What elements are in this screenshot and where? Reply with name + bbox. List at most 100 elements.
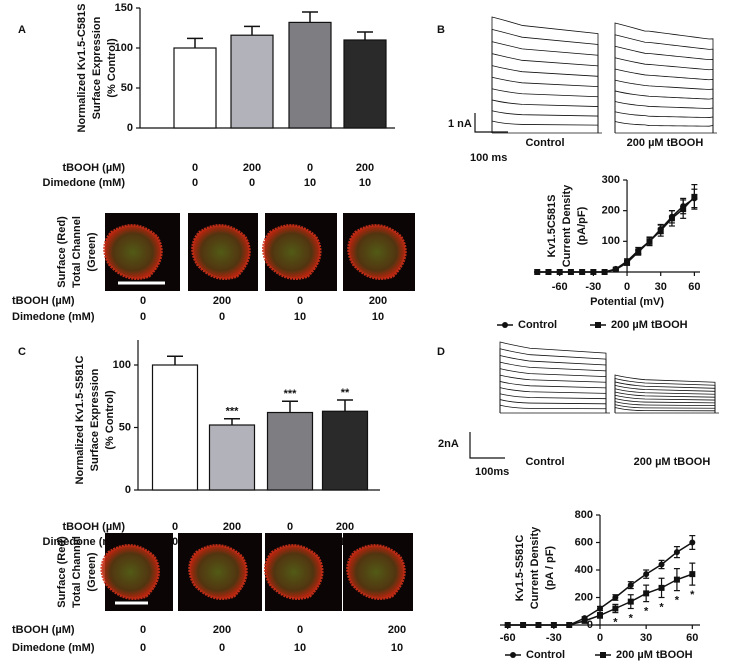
y-tick-label: 300 bbox=[602, 174, 620, 186]
marker bbox=[658, 561, 665, 568]
y-tick-label: 100 bbox=[115, 42, 133, 54]
cell bbox=[188, 544, 248, 600]
condition-label: Dimedone (mM) bbox=[12, 311, 95, 323]
current-trace bbox=[499, 387, 607, 413]
marker bbox=[646, 238, 653, 245]
y-axis-label: Kv1.5C581S bbox=[546, 195, 558, 258]
marker bbox=[520, 622, 527, 628]
marker bbox=[668, 215, 675, 222]
condition-value: 200 bbox=[213, 624, 231, 636]
trace-label: 200 µM tBOOH bbox=[634, 456, 711, 468]
significance: * bbox=[629, 612, 634, 624]
current-trace bbox=[614, 374, 716, 413]
bar bbox=[151, 364, 199, 491]
bar bbox=[266, 411, 314, 491]
trace-label: Control bbox=[525, 137, 564, 149]
current-trace bbox=[614, 111, 714, 133]
image-label: Total Channel bbox=[71, 536, 83, 608]
current-trace bbox=[614, 68, 714, 133]
current-trace bbox=[614, 90, 714, 133]
marker bbox=[567, 269, 574, 275]
bar bbox=[230, 34, 274, 129]
image-label: Surface (Red) bbox=[56, 536, 68, 608]
current-trace bbox=[614, 79, 714, 133]
x-tick-label: 30 bbox=[640, 632, 652, 644]
marker bbox=[627, 598, 634, 605]
y-tick-label: 150 bbox=[115, 2, 133, 14]
current-trace bbox=[491, 88, 599, 133]
y-axis-label: Current Density bbox=[529, 526, 541, 609]
bar bbox=[208, 424, 256, 491]
current-trace bbox=[614, 22, 714, 133]
bar bbox=[343, 39, 387, 129]
y-axis-label: (pA / pF) bbox=[544, 546, 556, 591]
current-trace bbox=[614, 381, 716, 413]
y-tick-label: 50 bbox=[121, 82, 133, 94]
condition-value: 200 bbox=[243, 162, 261, 174]
legend-label: Control bbox=[526, 649, 565, 661]
condition-value: 200 bbox=[356, 162, 374, 174]
y-tick-label: 800 bbox=[575, 509, 593, 521]
current-trace bbox=[614, 406, 716, 413]
bar bbox=[321, 410, 369, 491]
condition-value: 0 bbox=[219, 311, 225, 323]
marker bbox=[566, 622, 573, 628]
x-tick-label: -60 bbox=[500, 632, 516, 644]
current-trace bbox=[491, 76, 599, 133]
condition-value: 0 bbox=[249, 177, 255, 189]
marker bbox=[624, 259, 631, 266]
panel-label: C bbox=[18, 346, 26, 358]
condition-label: tBOOH (µM) bbox=[12, 295, 75, 307]
condition-value: 0 bbox=[140, 624, 146, 636]
x-tick-label: 0 bbox=[597, 632, 603, 644]
condition-value: 0 bbox=[219, 642, 225, 654]
cell bbox=[100, 544, 160, 600]
cell bbox=[103, 224, 163, 280]
condition-value: 0 bbox=[140, 311, 146, 323]
cell bbox=[264, 544, 324, 600]
marker bbox=[689, 571, 696, 578]
condition-value: 0 bbox=[297, 624, 303, 636]
image-label: (Green) bbox=[86, 552, 98, 591]
condition-value: 10 bbox=[372, 311, 384, 323]
image-label: Surface (Red) bbox=[56, 216, 68, 288]
marker bbox=[643, 590, 650, 597]
legend-label: 200 µM tBOOH bbox=[616, 649, 693, 661]
current-trace bbox=[614, 397, 716, 413]
trace-label: Control bbox=[525, 456, 564, 468]
current-trace bbox=[499, 341, 607, 413]
condition-value: 200 bbox=[369, 295, 387, 307]
significance: * bbox=[644, 606, 649, 618]
current-trace bbox=[491, 99, 599, 133]
condition-value: 0 bbox=[192, 177, 198, 189]
y-axis-label: Current Density bbox=[561, 184, 573, 267]
scale-time: 100 ms bbox=[470, 152, 507, 164]
condition-label: Dimedone (mM) bbox=[43, 177, 126, 189]
scale-current: 1 nA bbox=[448, 118, 472, 130]
x-axis-label: Potential (mV) bbox=[590, 296, 664, 308]
current-trace bbox=[491, 53, 599, 133]
y-tick-label: 200 bbox=[575, 591, 593, 603]
marker bbox=[612, 266, 619, 273]
marker bbox=[597, 612, 603, 619]
condition-value: 0 bbox=[172, 536, 178, 548]
current-trace bbox=[499, 399, 607, 413]
x-tick-label: 60 bbox=[688, 281, 700, 293]
current-trace bbox=[499, 380, 607, 413]
legend-label: 200 µM tBOOH bbox=[611, 319, 688, 331]
condition-value: 10 bbox=[304, 177, 316, 189]
marker bbox=[601, 269, 608, 275]
y-axis-label: (% Control) bbox=[106, 38, 118, 98]
current-trace bbox=[491, 16, 599, 133]
marker bbox=[643, 571, 650, 578]
legend-marker bbox=[502, 322, 508, 328]
current-trace bbox=[614, 384, 716, 413]
current-trace bbox=[614, 377, 716, 413]
condition-label: Dimedone (mM) bbox=[43, 536, 126, 548]
y-axis-label: Surface Expression bbox=[89, 368, 101, 471]
condition-label: tBOOH (µM) bbox=[62, 162, 125, 174]
marker bbox=[597, 605, 603, 612]
legend-marker bbox=[600, 652, 606, 658]
condition-value: 200 bbox=[388, 624, 406, 636]
